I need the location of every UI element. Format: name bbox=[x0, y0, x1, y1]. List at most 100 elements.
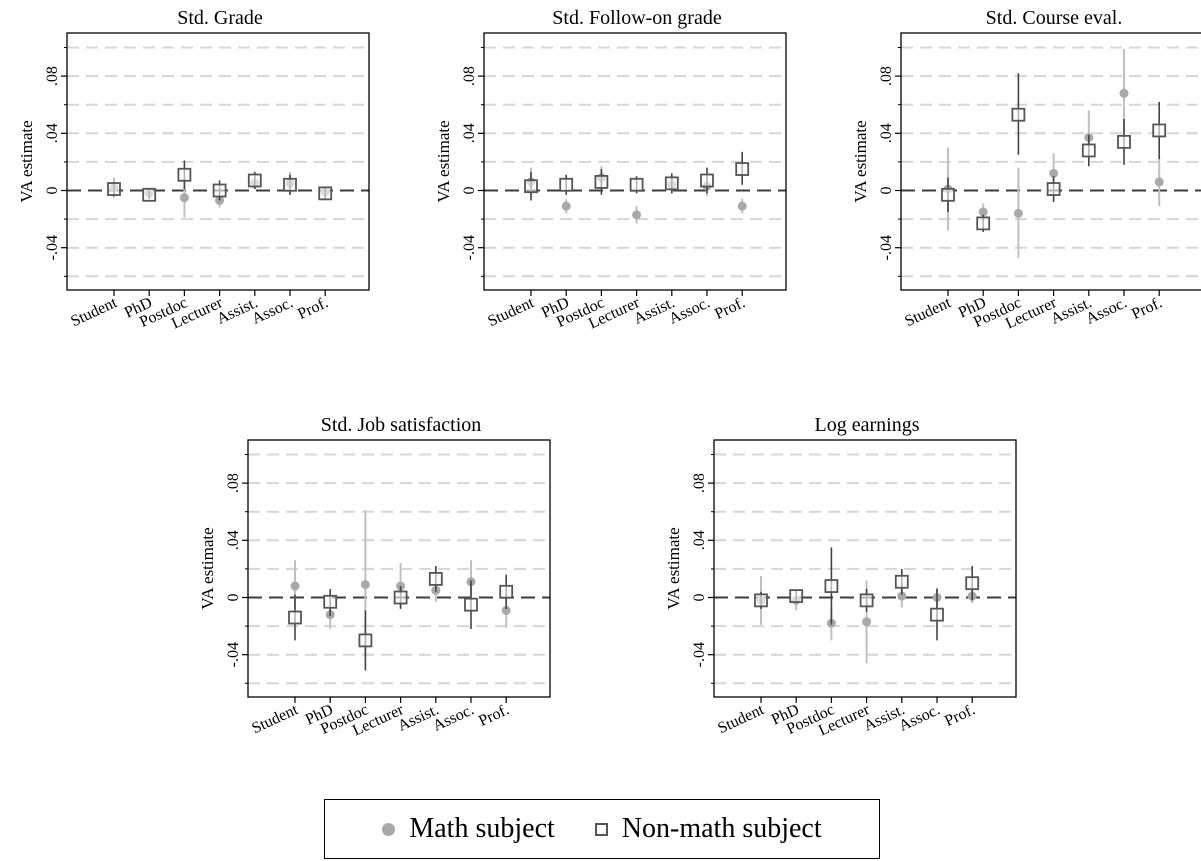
legend-item-nonmath: Non-math subject bbox=[594, 813, 822, 845]
panel-title: Log earnings bbox=[815, 414, 920, 436]
y-tick-label: .04 bbox=[44, 123, 61, 143]
point-nonmath bbox=[700, 173, 714, 188]
y-tick-label: .04 bbox=[225, 530, 242, 550]
panel-4: Std. Job satisfaction -.04 0 .04 .08 VA estim… bbox=[198, 414, 551, 740]
legend-label-math: Math subject bbox=[409, 813, 555, 844]
y-tick-label: 0 bbox=[691, 594, 708, 602]
y-tick-label: .08 bbox=[44, 66, 61, 86]
point-math bbox=[360, 580, 370, 590]
x-tick-label: Prof. bbox=[712, 294, 748, 323]
point-nonmath bbox=[107, 182, 121, 196]
point-nonmath bbox=[859, 593, 874, 608]
y-tick-label: .08 bbox=[691, 473, 708, 493]
point-nonmath bbox=[1046, 182, 1061, 196]
x-tick-label: Assoc. bbox=[666, 294, 712, 328]
point-math bbox=[501, 605, 511, 615]
legend-marker-math bbox=[382, 822, 396, 836]
panel-title: Std. Course eval. bbox=[986, 7, 1123, 29]
panel-1: Std. Grade -.04 0 .04 .08 VA estimate Student P… bbox=[17, 7, 370, 333]
point-nonmath bbox=[1081, 143, 1096, 158]
point-nonmath bbox=[559, 177, 574, 192]
panel-title: Std. Job satisfaction bbox=[321, 414, 482, 436]
panel-5: Log earnings -.04 0 .04 .08 VA estimate Studen… bbox=[664, 414, 1017, 740]
y-axis-label: VA estimate bbox=[17, 120, 36, 202]
x-tick-label: Student bbox=[249, 701, 301, 737]
y-tick-label: 0 bbox=[878, 187, 895, 195]
x-tick-label: Prof. bbox=[1129, 294, 1165, 323]
point-nonmath bbox=[323, 594, 338, 609]
point-nonmath bbox=[1011, 107, 1026, 122]
panel-title: Std. Follow-on grade bbox=[552, 7, 722, 29]
point-nonmath bbox=[142, 187, 157, 202]
y-tick-label: -.04 bbox=[44, 235, 61, 260]
point-nonmath bbox=[358, 633, 373, 648]
point-nonmath bbox=[629, 177, 644, 192]
point-nonmath bbox=[789, 589, 804, 603]
point-math bbox=[179, 193, 189, 203]
y-axis-label: VA estimate bbox=[198, 527, 217, 609]
y-axis-label: VA estimate bbox=[664, 527, 683, 609]
point-nonmath bbox=[212, 183, 227, 198]
legend-item-math: Math subject bbox=[382, 813, 555, 845]
point-math bbox=[561, 201, 571, 211]
x-tick-label: Prof. bbox=[295, 294, 331, 323]
panel-title: Std. Grade bbox=[177, 7, 263, 29]
y-tick-label: .08 bbox=[878, 66, 895, 86]
x-tick-label: Assoc. bbox=[896, 701, 942, 735]
point-nonmath bbox=[177, 167, 192, 182]
panel-2: Std. Follow-on grade -.04 0 .04 .08 VA estima… bbox=[434, 7, 787, 333]
point-math bbox=[1049, 168, 1059, 178]
y-tick-label: 0 bbox=[225, 594, 242, 602]
y-tick-label: -.04 bbox=[461, 235, 478, 260]
legend: Math subject Non-math subject bbox=[324, 799, 880, 859]
y-axis-label: VA estimate bbox=[851, 120, 870, 202]
point-math bbox=[862, 617, 872, 627]
x-tick-label: Prof. bbox=[942, 701, 978, 730]
y-tick-label: .04 bbox=[691, 530, 708, 550]
y-tick-label: -.04 bbox=[878, 235, 895, 260]
point-nonmath bbox=[965, 576, 980, 591]
point-nonmath bbox=[930, 607, 944, 622]
y-tick-label: -.04 bbox=[691, 642, 708, 667]
point-nonmath bbox=[735, 162, 750, 176]
x-tick-label: Student bbox=[485, 294, 537, 330]
point-nonmath bbox=[894, 574, 909, 589]
x-tick-label: Student bbox=[68, 294, 120, 330]
point-nonmath bbox=[247, 173, 262, 188]
point-nonmath bbox=[428, 572, 443, 586]
point-nonmath bbox=[1117, 134, 1131, 149]
point-nonmath bbox=[393, 590, 408, 605]
x-tick-label: Prof. bbox=[476, 701, 512, 730]
point-math bbox=[1154, 177, 1164, 187]
point-nonmath bbox=[318, 186, 333, 201]
x-tick-label: Student bbox=[902, 294, 954, 330]
y-tick-label: .08 bbox=[461, 66, 478, 86]
legend-label-nonmath: Non-math subject bbox=[621, 813, 822, 844]
point-math bbox=[978, 207, 988, 217]
point-nonmath bbox=[1152, 123, 1167, 138]
point-nonmath bbox=[594, 175, 609, 189]
point-nonmath bbox=[754, 593, 768, 608]
point-nonmath bbox=[976, 216, 991, 231]
point-math bbox=[1013, 208, 1023, 218]
x-tick-label: Assoc. bbox=[249, 294, 295, 328]
point-nonmath bbox=[464, 597, 478, 612]
y-tick-label: .04 bbox=[461, 123, 478, 143]
point-math bbox=[897, 591, 907, 601]
x-tick-label: Student bbox=[715, 701, 767, 737]
point-nonmath bbox=[664, 176, 679, 191]
point-math bbox=[1119, 88, 1129, 98]
point-math bbox=[737, 201, 747, 211]
point-nonmath bbox=[499, 584, 514, 599]
x-tick-label: Assoc. bbox=[430, 701, 476, 735]
point-math bbox=[632, 210, 642, 220]
point-nonmath bbox=[288, 610, 302, 625]
point-nonmath bbox=[524, 179, 538, 194]
point-nonmath bbox=[941, 187, 955, 202]
x-tick-label: Assoc. bbox=[1083, 294, 1129, 328]
point-nonmath bbox=[283, 177, 297, 192]
y-tick-label: 0 bbox=[44, 187, 61, 195]
y-tick-label: -.04 bbox=[225, 642, 242, 667]
point-math bbox=[290, 581, 300, 591]
